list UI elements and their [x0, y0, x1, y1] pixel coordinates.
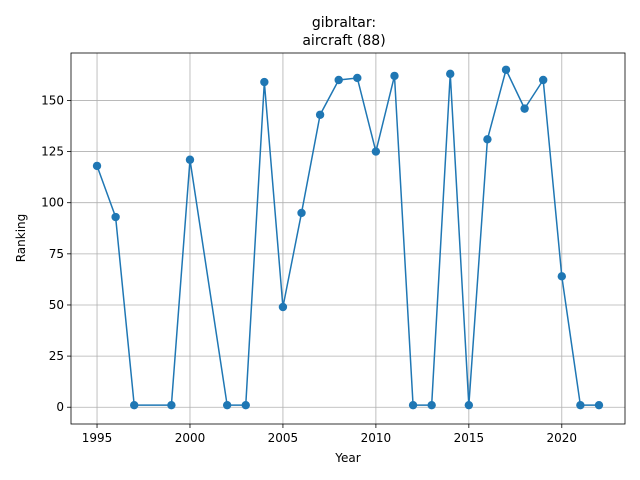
data-point — [446, 69, 455, 79]
data-point — [557, 272, 566, 281]
y-tick-label: 50 — [49, 298, 64, 312]
y-tick-label: 25 — [49, 349, 64, 363]
data-point — [483, 135, 492, 144]
y-tick-label: 100 — [41, 196, 64, 210]
x-tick-label: 2000 — [175, 431, 206, 445]
data-point — [222, 400, 232, 410]
data-point — [594, 400, 604, 410]
data-point — [130, 400, 139, 410]
data-point — [241, 400, 250, 410]
data-point — [297, 208, 306, 218]
x-tick-label: 2005 — [268, 431, 299, 445]
data-point — [260, 77, 269, 87]
data-point — [539, 75, 548, 85]
x-axis-label: Year — [334, 451, 360, 465]
series-layer — [92, 65, 604, 410]
data-point — [92, 161, 102, 171]
x-tick-label: 1995 — [82, 431, 113, 445]
data-point — [408, 400, 418, 410]
data-point — [520, 104, 529, 113]
plot-frame — [70, 52, 626, 425]
series-line — [96, 69, 599, 406]
y-tick-label: 150 — [41, 93, 64, 107]
x-tick-label: 2015 — [454, 431, 485, 445]
x-tick-label: 2020 — [547, 431, 578, 445]
data-point — [278, 302, 288, 312]
data-point — [390, 71, 399, 81]
y-tick-label: 0 — [56, 400, 64, 414]
y-axis-label: Ranking — [14, 214, 28, 263]
data-point — [576, 400, 585, 410]
y-tick-label: 75 — [49, 247, 64, 261]
y-tick-label: 125 — [41, 145, 64, 159]
chart-title-line-1: gibraltar: — [312, 15, 376, 31]
data-point — [501, 65, 511, 74]
data-point — [353, 73, 362, 83]
x-tick-label: 2010 — [361, 431, 392, 445]
axis-ticks: 1995 2000 2005 2010 2015 2020 0 25 50 75 100 125 150 — [41, 93, 577, 445]
data-point — [334, 75, 343, 85]
data-point — [427, 400, 436, 410]
data-point — [315, 110, 325, 119]
data-point — [167, 400, 176, 410]
data-point — [464, 400, 474, 410]
data-point — [111, 212, 120, 222]
chart-title-line-2: aircraft (88) — [302, 33, 385, 49]
data-point — [371, 147, 381, 156]
data-point — [185, 155, 195, 164]
grid-lines — [71, 53, 625, 424]
